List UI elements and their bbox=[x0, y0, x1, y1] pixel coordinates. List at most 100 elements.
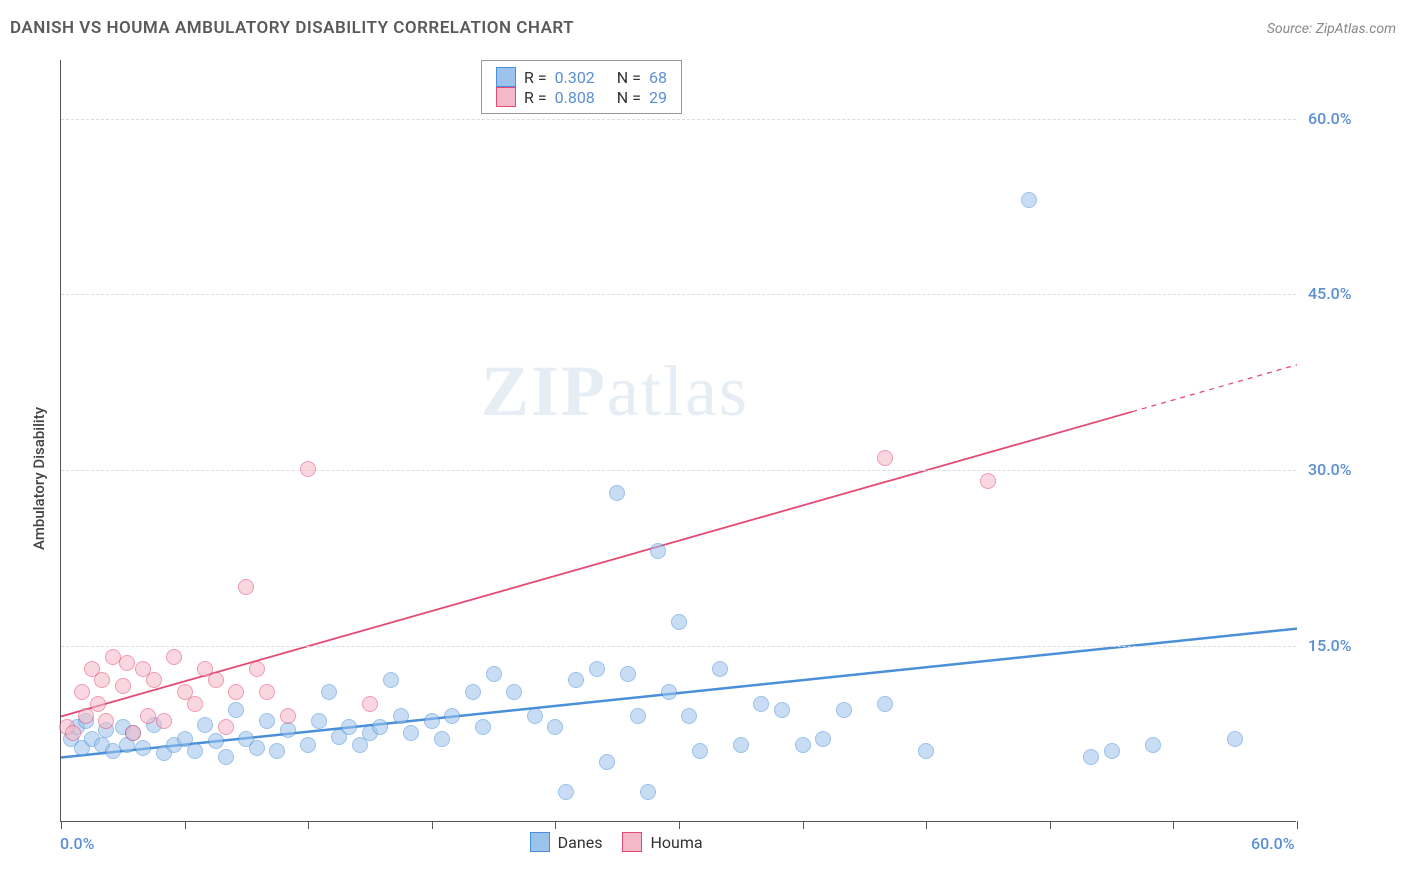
data-point bbox=[218, 719, 234, 735]
source-attribution: Source: ZipAtlas.com bbox=[1267, 21, 1396, 37]
chart-container: Ambulatory Disability ZIPatlas R =0.302N… bbox=[50, 50, 1396, 852]
legend-n-label: N = bbox=[617, 88, 641, 107]
data-point bbox=[434, 731, 450, 747]
data-point bbox=[599, 754, 615, 770]
data-point bbox=[630, 708, 646, 724]
trend-line-dashed bbox=[1132, 365, 1297, 412]
legend-swatch bbox=[622, 832, 642, 852]
legend-n-value: 68 bbox=[649, 68, 667, 87]
data-point bbox=[146, 672, 162, 688]
legend-r-value: 0.808 bbox=[555, 88, 595, 107]
legend-stats: R =0.302N =68R =0.808N =29 bbox=[481, 60, 682, 114]
data-point bbox=[650, 543, 666, 559]
data-point bbox=[362, 696, 378, 712]
data-point bbox=[795, 737, 811, 753]
legend-n-value: 29 bbox=[649, 88, 667, 107]
chart-header: DANISH VS HOUMA AMBULATORY DISABILITY CO… bbox=[10, 18, 1396, 38]
data-point bbox=[187, 743, 203, 759]
data-point bbox=[269, 743, 285, 759]
x-tick-label: 60.0% bbox=[1251, 834, 1295, 853]
data-point bbox=[65, 725, 81, 741]
data-point bbox=[94, 672, 110, 688]
data-point bbox=[74, 684, 90, 700]
data-point bbox=[1145, 737, 1161, 753]
y-tick-label: 15.0% bbox=[1308, 636, 1352, 655]
data-point bbox=[197, 717, 213, 733]
data-point bbox=[280, 722, 296, 738]
data-point bbox=[119, 655, 135, 671]
data-point bbox=[156, 713, 172, 729]
data-point bbox=[238, 579, 254, 595]
data-point bbox=[815, 731, 831, 747]
data-point bbox=[249, 740, 265, 756]
data-point bbox=[836, 702, 852, 718]
data-point bbox=[712, 661, 728, 677]
gridline-h bbox=[61, 646, 1296, 647]
x-tick bbox=[1173, 821, 1174, 829]
legend-series: DanesHouma bbox=[530, 832, 703, 852]
data-point bbox=[321, 684, 337, 700]
data-point bbox=[620, 666, 636, 682]
data-point bbox=[877, 450, 893, 466]
data-point bbox=[140, 708, 156, 724]
x-tick bbox=[308, 821, 309, 829]
data-point bbox=[300, 737, 316, 753]
data-point bbox=[661, 684, 677, 700]
data-point bbox=[208, 672, 224, 688]
legend-r-label: R = bbox=[524, 68, 547, 87]
legend-swatch bbox=[496, 87, 516, 107]
legend-stats-row: R =0.302N =68 bbox=[496, 67, 667, 87]
y-tick-label: 45.0% bbox=[1308, 284, 1352, 303]
y-tick-label: 30.0% bbox=[1308, 460, 1352, 479]
data-point bbox=[774, 702, 790, 718]
x-tick bbox=[1297, 821, 1298, 829]
data-point bbox=[444, 708, 460, 724]
x-tick bbox=[61, 821, 62, 829]
data-point bbox=[300, 461, 316, 477]
legend-r-value: 0.302 bbox=[555, 68, 595, 87]
legend-item: Houma bbox=[622, 832, 702, 852]
x-tick bbox=[432, 821, 433, 829]
legend-swatch bbox=[530, 832, 550, 852]
data-point bbox=[78, 708, 94, 724]
legend-label: Houma bbox=[650, 833, 702, 852]
data-point bbox=[280, 708, 296, 724]
data-point bbox=[1083, 749, 1099, 765]
trend-lines bbox=[61, 60, 1297, 822]
data-point bbox=[208, 733, 224, 749]
data-point bbox=[1227, 731, 1243, 747]
gridline-h bbox=[61, 470, 1296, 471]
data-point bbox=[1104, 743, 1120, 759]
x-tick bbox=[803, 821, 804, 829]
data-point bbox=[218, 749, 234, 765]
legend-stats-row: R =0.808N =29 bbox=[496, 87, 667, 107]
data-point bbox=[166, 649, 182, 665]
data-point bbox=[115, 678, 131, 694]
data-point bbox=[125, 725, 141, 741]
data-point bbox=[918, 743, 934, 759]
data-point bbox=[259, 713, 275, 729]
data-point bbox=[547, 719, 563, 735]
data-point bbox=[249, 661, 265, 677]
data-point bbox=[135, 740, 151, 756]
legend-swatch bbox=[496, 67, 516, 87]
data-point bbox=[1021, 192, 1037, 208]
data-point bbox=[403, 725, 419, 741]
data-point bbox=[372, 719, 388, 735]
data-point bbox=[341, 719, 357, 735]
data-point bbox=[424, 713, 440, 729]
data-point bbox=[733, 737, 749, 753]
data-point bbox=[980, 473, 996, 489]
data-point bbox=[692, 743, 708, 759]
data-point bbox=[640, 784, 656, 800]
data-point bbox=[527, 708, 543, 724]
gridline-h bbox=[61, 294, 1296, 295]
data-point bbox=[98, 713, 114, 729]
x-tick bbox=[1050, 821, 1051, 829]
data-point bbox=[753, 696, 769, 712]
data-point bbox=[311, 713, 327, 729]
x-tick-label: 0.0% bbox=[60, 834, 94, 853]
data-point bbox=[465, 684, 481, 700]
data-point bbox=[506, 684, 522, 700]
y-axis-label: Ambulatory Disability bbox=[30, 407, 48, 550]
